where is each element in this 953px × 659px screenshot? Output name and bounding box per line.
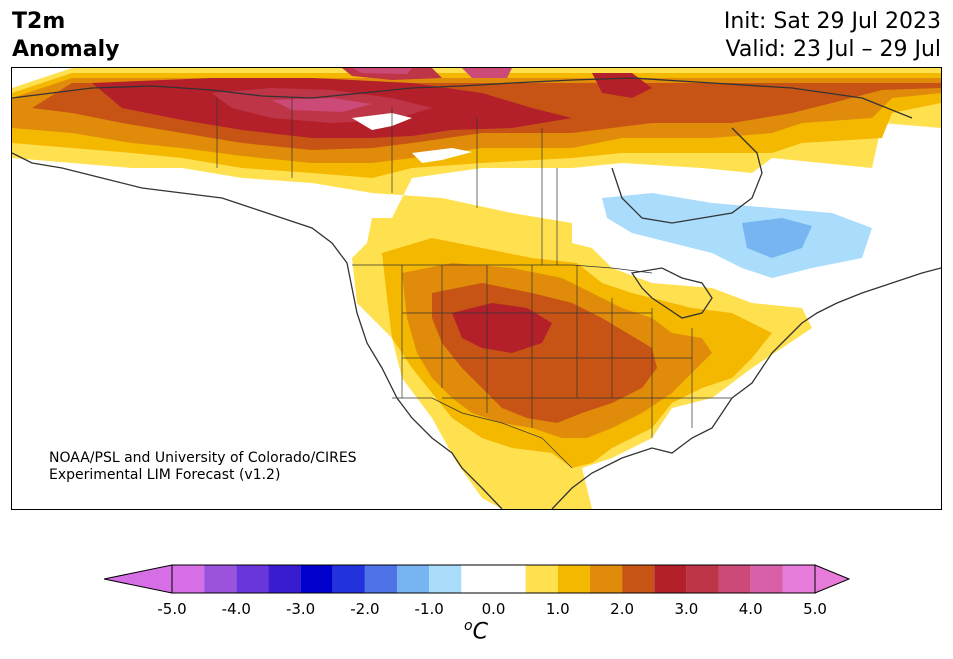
colorbar-extend-under [104,564,173,594]
lake-white-2 [412,148,472,163]
colorbar-segment [204,565,237,593]
colorbar-outline [171,564,816,594]
colorbar-tick-label: 5.0 [803,600,827,618]
colorbar-segment [686,565,719,593]
colorbar-segment [300,565,333,593]
colorbar [104,564,850,594]
us-mexico-border [392,397,573,469]
colorbar-tick-label: -1.0 [414,600,444,618]
band-blue [742,218,812,258]
colorbar-segment [172,565,205,593]
province-lines [216,98,558,265]
colorbar-segment [268,565,301,593]
colorbar-tick-label: 2.0 [610,600,635,618]
arctic-coast [12,77,913,119]
credit-line-1: NOAA/PSL and University of Colorado/CIRE… [49,450,357,466]
forecast-dates: Init: Sat 29 Jul 2023 Valid: 23 Jul – 29… [724,8,941,64]
colorbar-extend-over [814,564,850,594]
state-lines [401,265,732,438]
colorbar-segment [461,565,526,593]
colorbar-tick-label: 3.0 [674,600,699,618]
init-date-label: Init: Sat 29 Jul 2023 [723,9,941,34]
colorbar-segment [782,565,815,593]
west-coast [12,152,503,509]
lake-white-1 [352,113,412,130]
colorbar-segment [622,565,655,593]
east-coast [731,267,941,399]
band-light-blue [602,193,872,278]
credit-line-2: Experimental LIM Forecast (v1.2) [49,467,281,483]
political-borders [216,98,732,469]
great-lakes [630,267,713,319]
colorbar-tick-label: -2.0 [350,600,380,618]
hudson-bay [611,127,763,224]
colorbar-segment [654,565,687,593]
colorbar-segment [236,565,269,593]
colorbar-segments [172,565,815,593]
band-red-orange [32,83,941,423]
band-crimson [212,68,442,123]
colorbar-segment [364,565,398,593]
colorbar-segment [589,565,623,593]
coastlines [12,77,941,509]
map-canvas [12,68,941,509]
colorbar-segment [429,565,462,593]
colorbar-segment [750,565,783,593]
colorbar-tick-label: -5.0 [157,600,187,618]
colorbar-segment [525,565,558,593]
gulf-coast [551,397,733,509]
colorbar-tick-label: -3.0 [285,600,316,618]
band-pink [272,68,512,112]
valid-range-label: Valid: 23 Jul – 29 Jul [725,37,941,62]
colorbar-segment [718,565,751,593]
units-superscript: o [464,618,473,634]
anomaly-map [11,67,942,510]
units-label: oC [464,618,488,644]
colorbar-tick-label: 1.0 [545,600,570,618]
colorbar-tick-label: -4.0 [221,600,251,618]
credit-text: NOAA/PSL and University of Colorado/CIRE… [49,450,357,484]
colorbar-segment [332,565,365,593]
title-line-2: Anomaly [12,37,120,62]
title-line-1: T2m [12,9,66,34]
colorbar-segment [397,565,430,593]
colorbar-tick-label: 4.0 [738,600,763,618]
colorbar-tick-label: 0.0 [481,600,506,618]
colorbar-segment [557,565,590,593]
map-title: T2m Anomaly [12,8,119,64]
units-base: C [472,619,488,645]
